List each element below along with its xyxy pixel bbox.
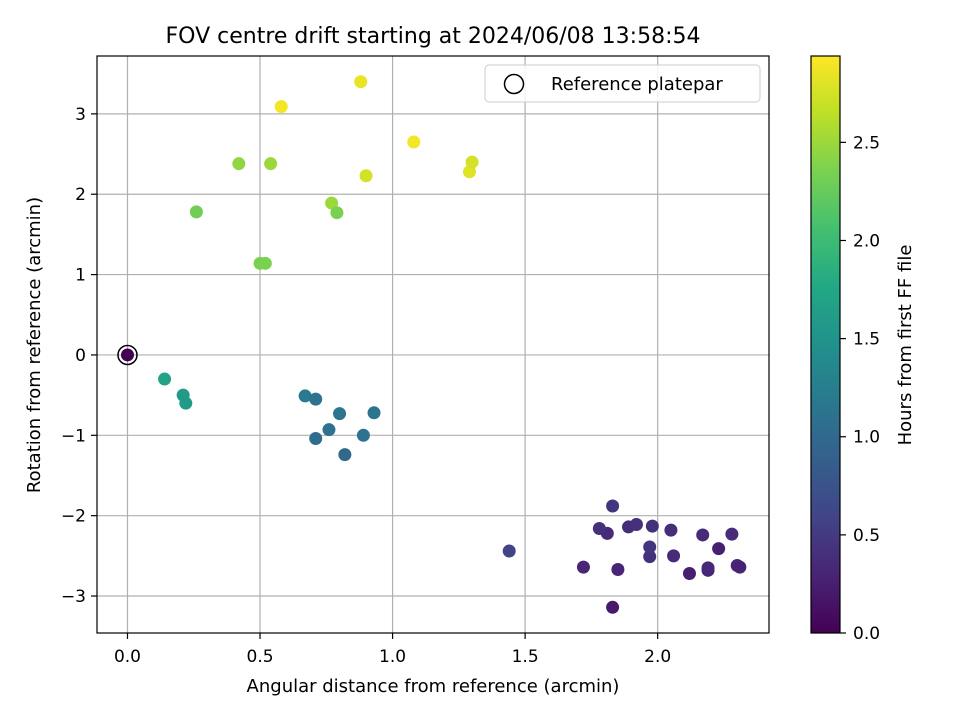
colorbar-ticks: 0.0 0.5 1.0 1.5 2.0 2.5 bbox=[840, 133, 880, 644]
data-point bbox=[592, 522, 606, 536]
data-point bbox=[643, 540, 657, 554]
data-point bbox=[274, 100, 288, 114]
colorbar-tick-label: 2.5 bbox=[853, 133, 880, 153]
colorbar-tick-label: 0.0 bbox=[853, 624, 880, 644]
x-axis-ticks: 0.0 0.5 1.0 1.5 2.0 bbox=[114, 633, 671, 667]
data-point bbox=[606, 499, 620, 513]
data-point bbox=[682, 567, 696, 581]
y-tick-label: 1 bbox=[75, 266, 86, 286]
grid-lines bbox=[97, 56, 769, 633]
data-point bbox=[322, 423, 336, 437]
colorbar-tick-label: 1.0 bbox=[853, 428, 880, 448]
data-point bbox=[701, 561, 715, 575]
x-tick-label: 1.5 bbox=[512, 647, 539, 667]
y-tick-label: 0 bbox=[75, 346, 86, 366]
chart-title: FOV centre drift starting at 2024/06/08 … bbox=[166, 24, 701, 49]
data-point bbox=[325, 196, 339, 210]
y-axis-label: Rotation from reference (arcmin) bbox=[24, 197, 45, 493]
colorbar-tick-label: 2.0 bbox=[853, 231, 880, 251]
y-tick-label: 2 bbox=[75, 185, 86, 205]
data-point bbox=[576, 560, 590, 574]
colorbar-frame bbox=[810, 55, 841, 634]
x-tick-label: 0.5 bbox=[247, 647, 274, 667]
data-point bbox=[733, 560, 747, 574]
x-tick-label: 1.0 bbox=[379, 647, 406, 667]
data-point bbox=[645, 519, 659, 533]
data-point bbox=[264, 157, 278, 171]
data-point bbox=[309, 392, 323, 406]
data-point bbox=[664, 523, 678, 537]
y-tick-label: 3 bbox=[75, 105, 86, 125]
data-point bbox=[158, 372, 172, 386]
data-point bbox=[667, 549, 681, 563]
legend: Reference platepar bbox=[484, 64, 761, 103]
plot-frame bbox=[96, 55, 770, 634]
legend-label: Reference platepar bbox=[551, 74, 723, 95]
data-point bbox=[179, 396, 193, 410]
data-point bbox=[465, 155, 479, 169]
data-point bbox=[338, 448, 352, 462]
data-point bbox=[712, 542, 726, 556]
reference-marker bbox=[117, 344, 138, 366]
data-point bbox=[330, 206, 344, 220]
y-axis-ticks: 3 2 1 0 −1 −2 −3 bbox=[61, 105, 97, 607]
data-point bbox=[120, 348, 134, 362]
data-point bbox=[232, 157, 246, 171]
data-point bbox=[258, 256, 272, 270]
data-point bbox=[309, 432, 323, 446]
data-point bbox=[643, 550, 657, 564]
data-point bbox=[407, 135, 421, 149]
y-tick-label: −3 bbox=[61, 587, 86, 607]
data-point bbox=[354, 75, 368, 89]
data-point bbox=[606, 600, 620, 614]
data-point bbox=[367, 406, 381, 420]
y-tick-label: −2 bbox=[61, 507, 86, 527]
data-point bbox=[356, 428, 370, 442]
data-point bbox=[359, 169, 373, 183]
x-axis-label: Angular distance from reference (arcmin) bbox=[247, 676, 620, 697]
colorbar-tick-label: 1.5 bbox=[853, 330, 880, 350]
data-point bbox=[611, 563, 625, 577]
colorbar-tick-label: 0.5 bbox=[853, 526, 880, 546]
data-point bbox=[333, 407, 347, 421]
x-tick-label: 2.0 bbox=[644, 647, 671, 667]
legend-box bbox=[484, 64, 761, 103]
data-points bbox=[117, 75, 747, 614]
colorbar: 0.0 0.5 1.0 1.5 2.0 2.5 Hours from first FF f… bbox=[810, 55, 916, 644]
data-point bbox=[725, 527, 739, 541]
y-tick-label: −1 bbox=[61, 426, 86, 446]
legend-marker-open-circle bbox=[503, 73, 525, 95]
x-tick-label: 0.0 bbox=[114, 647, 141, 667]
data-point bbox=[502, 544, 516, 558]
data-point bbox=[696, 528, 710, 542]
data-point bbox=[629, 518, 643, 532]
colorbar-gradient bbox=[811, 56, 840, 633]
data-point bbox=[298, 389, 312, 403]
colorbar-label: Hours from first FF file bbox=[895, 245, 916, 446]
data-point bbox=[189, 205, 203, 219]
